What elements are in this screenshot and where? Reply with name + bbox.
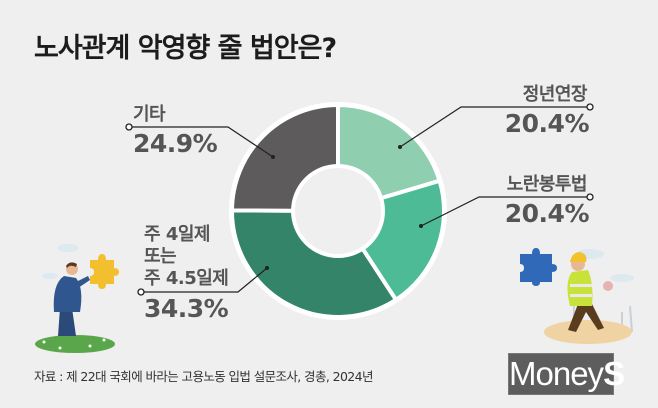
label-four-day: 주 4일제 또는 주 4.5일제 [144, 224, 229, 289]
leader-lines [129, 106, 589, 293]
businessman-illustration-icon [35, 244, 119, 353]
source-note: 자료 : 제 22대 국회에 바라는 고용노동 입법 설문조사, 경총, 202… [34, 369, 374, 384]
leader-line-other [129, 126, 274, 158]
label-retirement-name: 정년연장 [522, 84, 588, 105]
label-other-name: 기타 [133, 104, 166, 125]
worker-illustration-icon [520, 248, 634, 344]
chart-title: 노사관계 악영향 줄 법안은? [34, 33, 337, 64]
label-yellow-envelope-name: 노란봉투법 [506, 174, 588, 195]
donut-hole [291, 164, 385, 258]
label-other: 기타 [133, 104, 166, 126]
leader-end-circles [125, 103, 594, 296]
label-four-day-value: 34.3% [144, 294, 229, 323]
label-other-value: 24.9% [133, 129, 218, 158]
leader-line-yellow-envelope [420, 196, 589, 227]
leader-line-four-day [141, 267, 268, 293]
leader-line-retirement [399, 106, 589, 148]
label-yellow-envelope: 노란봉투법 [506, 174, 588, 196]
leader-dots [265, 145, 423, 270]
moneys-logo: MoneyS [508, 353, 625, 395]
label-retirement: 정년연장 [522, 84, 588, 106]
label-yellow-envelope-value: 20.4% [504, 199, 590, 228]
label-retirement-value: 20.4% [504, 109, 590, 138]
